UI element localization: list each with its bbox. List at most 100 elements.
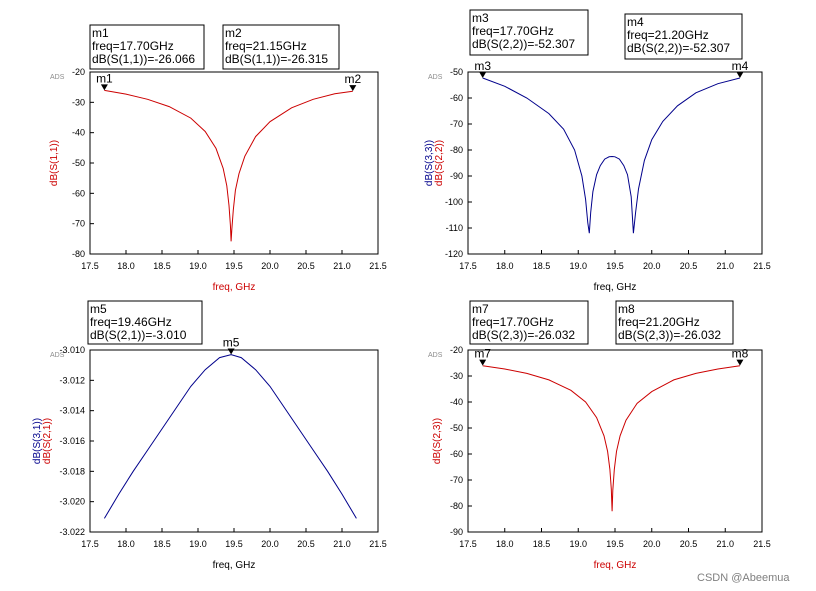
x-tick-label: 18.5 (533, 539, 551, 549)
plot-area-frame (89, 349, 379, 533)
marker-readout-line: freq=21.15GHz (225, 39, 307, 53)
y-tick-label: -20 (72, 67, 85, 77)
x-tick-label: 20.5 (680, 539, 698, 549)
series-line (482, 365, 740, 512)
x-tick-label: 19.0 (189, 539, 207, 549)
x-tick-label: 19.5 (225, 261, 243, 271)
x-tick-label: 21.0 (716, 261, 734, 271)
marker-label: m3 (474, 59, 491, 73)
marker-triangle (349, 85, 357, 92)
marker-readout-line: dB(S(1,1))=-26.315 (225, 52, 328, 66)
x-tick-label: 21.0 (333, 261, 351, 271)
marker-triangle (736, 359, 744, 366)
y-tick-label: -3.018 (59, 466, 85, 476)
series-line (104, 89, 353, 242)
s21-plot-panel: ADS 17.5 18.0 18.5 19.0 19.5 20.0 20.5 21.0 21.5 -… (32, 300, 387, 571)
y-tick-label: -3.020 (59, 497, 85, 507)
y-tick-label: -3.014 (59, 406, 85, 416)
x-tick-label: 18.0 (117, 261, 135, 271)
x-tick-label: 20.5 (297, 261, 315, 271)
x-tick-label: 18.5 (153, 261, 171, 271)
x-tick-label: 18.0 (117, 539, 135, 549)
marker-label: m1 (96, 71, 113, 85)
y-tick-label: -3.016 (59, 436, 85, 446)
marker-readout-line: dB(S(2,2))=-52.307 (472, 37, 575, 51)
y-tick-label: -60 (72, 188, 85, 198)
plot-area-frame (467, 71, 763, 255)
y-tick-label: -50 (72, 158, 85, 168)
marker-readout-line: freq=21.20GHz (627, 28, 709, 42)
y-tick-label: -40 (450, 397, 463, 407)
marker-readout-box (87, 300, 203, 345)
marker-readout-line: dB(S(2,3))=-26.032 (618, 328, 721, 342)
x-tick-label: 19.0 (189, 261, 207, 271)
y-axis-label: dB(S(2,3)) (432, 418, 443, 464)
y-tick-label: -70 (450, 475, 463, 485)
x-axis-label: freq, GHz (594, 560, 637, 571)
x-tick-label: 18.0 (496, 261, 514, 271)
x-tick-label: 21.5 (369, 539, 387, 549)
y-tick-label: -3.022 (59, 527, 85, 537)
y-tick-label: -120 (445, 249, 463, 259)
x-tick-label: 20.0 (643, 261, 661, 271)
marker-label: m2 (344, 72, 361, 86)
y-tick-label: -80 (450, 501, 463, 511)
x-tick-label: 17.5 (81, 261, 99, 271)
marker-readout-line: dB(S(1,1))=-26.066 (92, 52, 195, 66)
marker-label: m4 (732, 59, 749, 73)
x-tick-label: 18.0 (496, 539, 514, 549)
marker-triangle (100, 84, 108, 91)
marker-readout-box (469, 300, 589, 345)
x-tick-label: 17.5 (81, 539, 99, 549)
x-tick-label: 21.0 (716, 539, 734, 549)
y-axis-label: dB(S(3,1)) (32, 418, 43, 464)
series-line (482, 77, 741, 234)
marker-readout-line: m3 (472, 11, 489, 25)
marker-readout-line: freq=17.70GHz (92, 39, 174, 53)
y-tick-label: -50 (450, 423, 463, 433)
x-tick-label: 19.5 (225, 539, 243, 549)
vendor-tag: ADS (50, 74, 65, 81)
y-axis-label: dB(S(3,3)) (424, 140, 435, 186)
x-axis-label: freq, GHz (594, 282, 637, 293)
marker-label: m8 (732, 347, 749, 361)
marker-triangle (227, 348, 235, 355)
marker-triangle (736, 71, 744, 78)
x-tick-label: 17.5 (459, 539, 477, 549)
y-tick-label: -70 (72, 219, 85, 229)
marker-readout-line: freq=17.70GHz (472, 315, 554, 329)
y-tick-label: -40 (72, 128, 85, 138)
y-tick-label: -50 (450, 67, 463, 77)
y-tick-label: -30 (450, 371, 463, 381)
x-tick-label: 18.5 (153, 539, 171, 549)
y-tick-label: -3.010 (59, 345, 85, 355)
vendor-tag: ADS (428, 352, 443, 359)
x-tick-label: 21.5 (753, 539, 771, 549)
marker-label: m7 (474, 347, 491, 361)
plot-area-frame (467, 349, 763, 533)
marker-label: m5 (223, 336, 240, 350)
vendor-tag: ADS (50, 352, 65, 359)
marker-readout-box (469, 9, 589, 56)
marker-readout-box (89, 24, 205, 70)
y-axis-label: dB(S(2,1)) (42, 418, 53, 464)
marker-readout-line: m5 (90, 302, 107, 316)
x-tick-label: 18.5 (533, 261, 551, 271)
marker-readout-line: dB(S(2,3))=-26.032 (472, 328, 575, 342)
x-tick-label: 19.5 (606, 261, 624, 271)
x-tick-label: 20.0 (261, 261, 279, 271)
x-tick-label: 20.5 (680, 261, 698, 271)
plot-area-frame (89, 71, 379, 255)
marker-readout-line: m8 (618, 302, 635, 316)
y-tick-label: -80 (72, 249, 85, 259)
y-axis-label: dB(S(2,2)) (434, 140, 445, 186)
x-tick-label: 19.0 (569, 539, 587, 549)
y-tick-label: -90 (450, 527, 463, 537)
marker-triangle (479, 71, 487, 78)
x-tick-label: 20.0 (643, 539, 661, 549)
watermark-text: CSDN @Abeemua (697, 572, 790, 584)
vendor-tag: ADS (428, 74, 443, 81)
marker-readout-box (615, 300, 734, 345)
marker-readout-line: m4 (627, 15, 644, 29)
y-tick-label: -110 (446, 223, 463, 233)
